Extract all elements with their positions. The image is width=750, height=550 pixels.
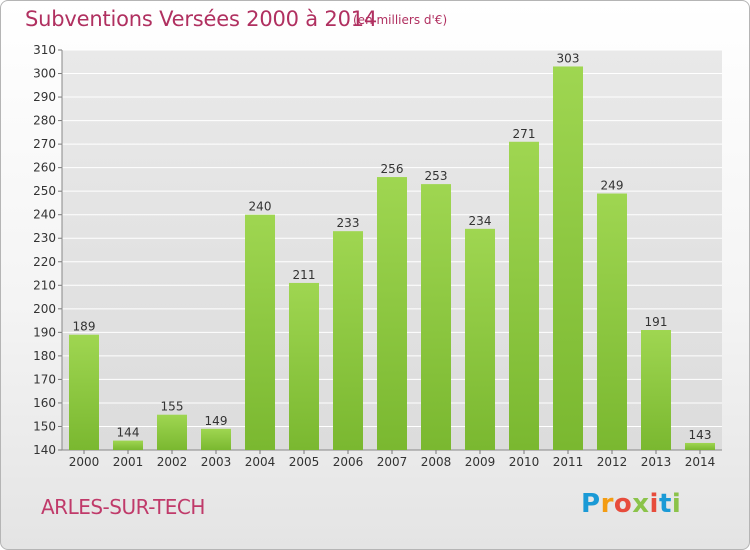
y-tick-label: 210 xyxy=(33,278,56,292)
bar xyxy=(333,231,363,450)
y-tick-label: 260 xyxy=(33,161,56,175)
logo-letter: t xyxy=(658,489,672,519)
x-tick-label: 2003 xyxy=(201,455,232,469)
x-tick-label: 2011 xyxy=(553,455,584,469)
bar xyxy=(201,428,231,450)
data-label: 144 xyxy=(117,426,140,440)
x-tick-label: 2001 xyxy=(113,455,144,469)
unit-note: (en milliers d'€) xyxy=(353,13,448,27)
data-label: 233 xyxy=(337,216,360,230)
bar xyxy=(157,414,187,450)
bar xyxy=(421,184,451,450)
y-tick-label: 200 xyxy=(33,302,56,316)
x-tick-label: 2008 xyxy=(421,455,452,469)
bar xyxy=(597,193,627,450)
y-tick-label: 250 xyxy=(33,184,56,198)
data-label: 143 xyxy=(689,428,712,442)
data-label: 240 xyxy=(249,200,272,214)
y-tick-label: 300 xyxy=(33,67,56,81)
logo-letter: i xyxy=(649,489,659,519)
data-label: 249 xyxy=(601,179,624,193)
logo-letter: r xyxy=(600,489,614,519)
y-tick-label: 310 xyxy=(33,43,56,57)
y-tick-label: 190 xyxy=(33,325,56,339)
y-tick-label: 270 xyxy=(33,137,56,151)
x-tick-label: 2013 xyxy=(641,455,672,469)
logo-letter: P xyxy=(581,489,601,519)
x-tick-label: 2014 xyxy=(685,455,716,469)
y-tick-label: 140 xyxy=(33,443,56,457)
bar xyxy=(289,282,319,450)
data-label: 271 xyxy=(513,127,536,141)
data-label: 303 xyxy=(557,51,580,65)
x-tick-label: 2009 xyxy=(465,455,496,469)
data-label: 189 xyxy=(73,320,96,334)
logo-letter: o xyxy=(613,489,633,519)
bar xyxy=(685,442,715,450)
y-tick-label: 150 xyxy=(33,419,56,433)
y-tick-label: 180 xyxy=(33,349,56,363)
commune-name: ARLES-SUR-TECH xyxy=(41,495,205,519)
y-tick-label: 230 xyxy=(33,231,56,245)
proxiti-logo: Proxiti xyxy=(581,489,681,519)
data-label: 191 xyxy=(645,315,668,329)
data-label: 155 xyxy=(161,400,184,414)
x-tick-label: 2007 xyxy=(377,455,408,469)
bar xyxy=(245,214,275,450)
logo-letter: x xyxy=(632,489,650,519)
bar xyxy=(377,177,407,450)
y-tick-label: 280 xyxy=(33,114,56,128)
x-tick-label: 2005 xyxy=(289,455,320,469)
y-tick-label: 290 xyxy=(33,90,56,104)
bar xyxy=(553,66,583,451)
data-label: 253 xyxy=(425,169,448,183)
bar xyxy=(641,330,671,450)
bar xyxy=(69,334,99,450)
chart-title: Subventions Versées 2000 à 2014 xyxy=(25,7,378,31)
data-label: 149 xyxy=(205,414,228,428)
y-tick-label: 220 xyxy=(33,255,56,269)
x-tick-label: 2002 xyxy=(157,455,188,469)
data-label: 211 xyxy=(293,268,316,282)
data-label: 234 xyxy=(469,214,492,228)
x-tick-label: 2000 xyxy=(69,455,100,469)
y-tick-label: 240 xyxy=(33,208,56,222)
logo-letter: i xyxy=(671,489,682,519)
bar xyxy=(113,440,143,450)
bar xyxy=(509,141,539,450)
y-tick-label: 170 xyxy=(33,372,56,386)
x-tick-label: 2004 xyxy=(245,455,276,469)
x-tick-label: 2012 xyxy=(597,455,628,469)
x-tick-label: 2006 xyxy=(333,455,364,469)
bar xyxy=(465,228,495,450)
y-tick-label: 160 xyxy=(33,396,56,410)
x-tick-label: 2010 xyxy=(509,455,540,469)
data-label: 256 xyxy=(381,162,404,176)
